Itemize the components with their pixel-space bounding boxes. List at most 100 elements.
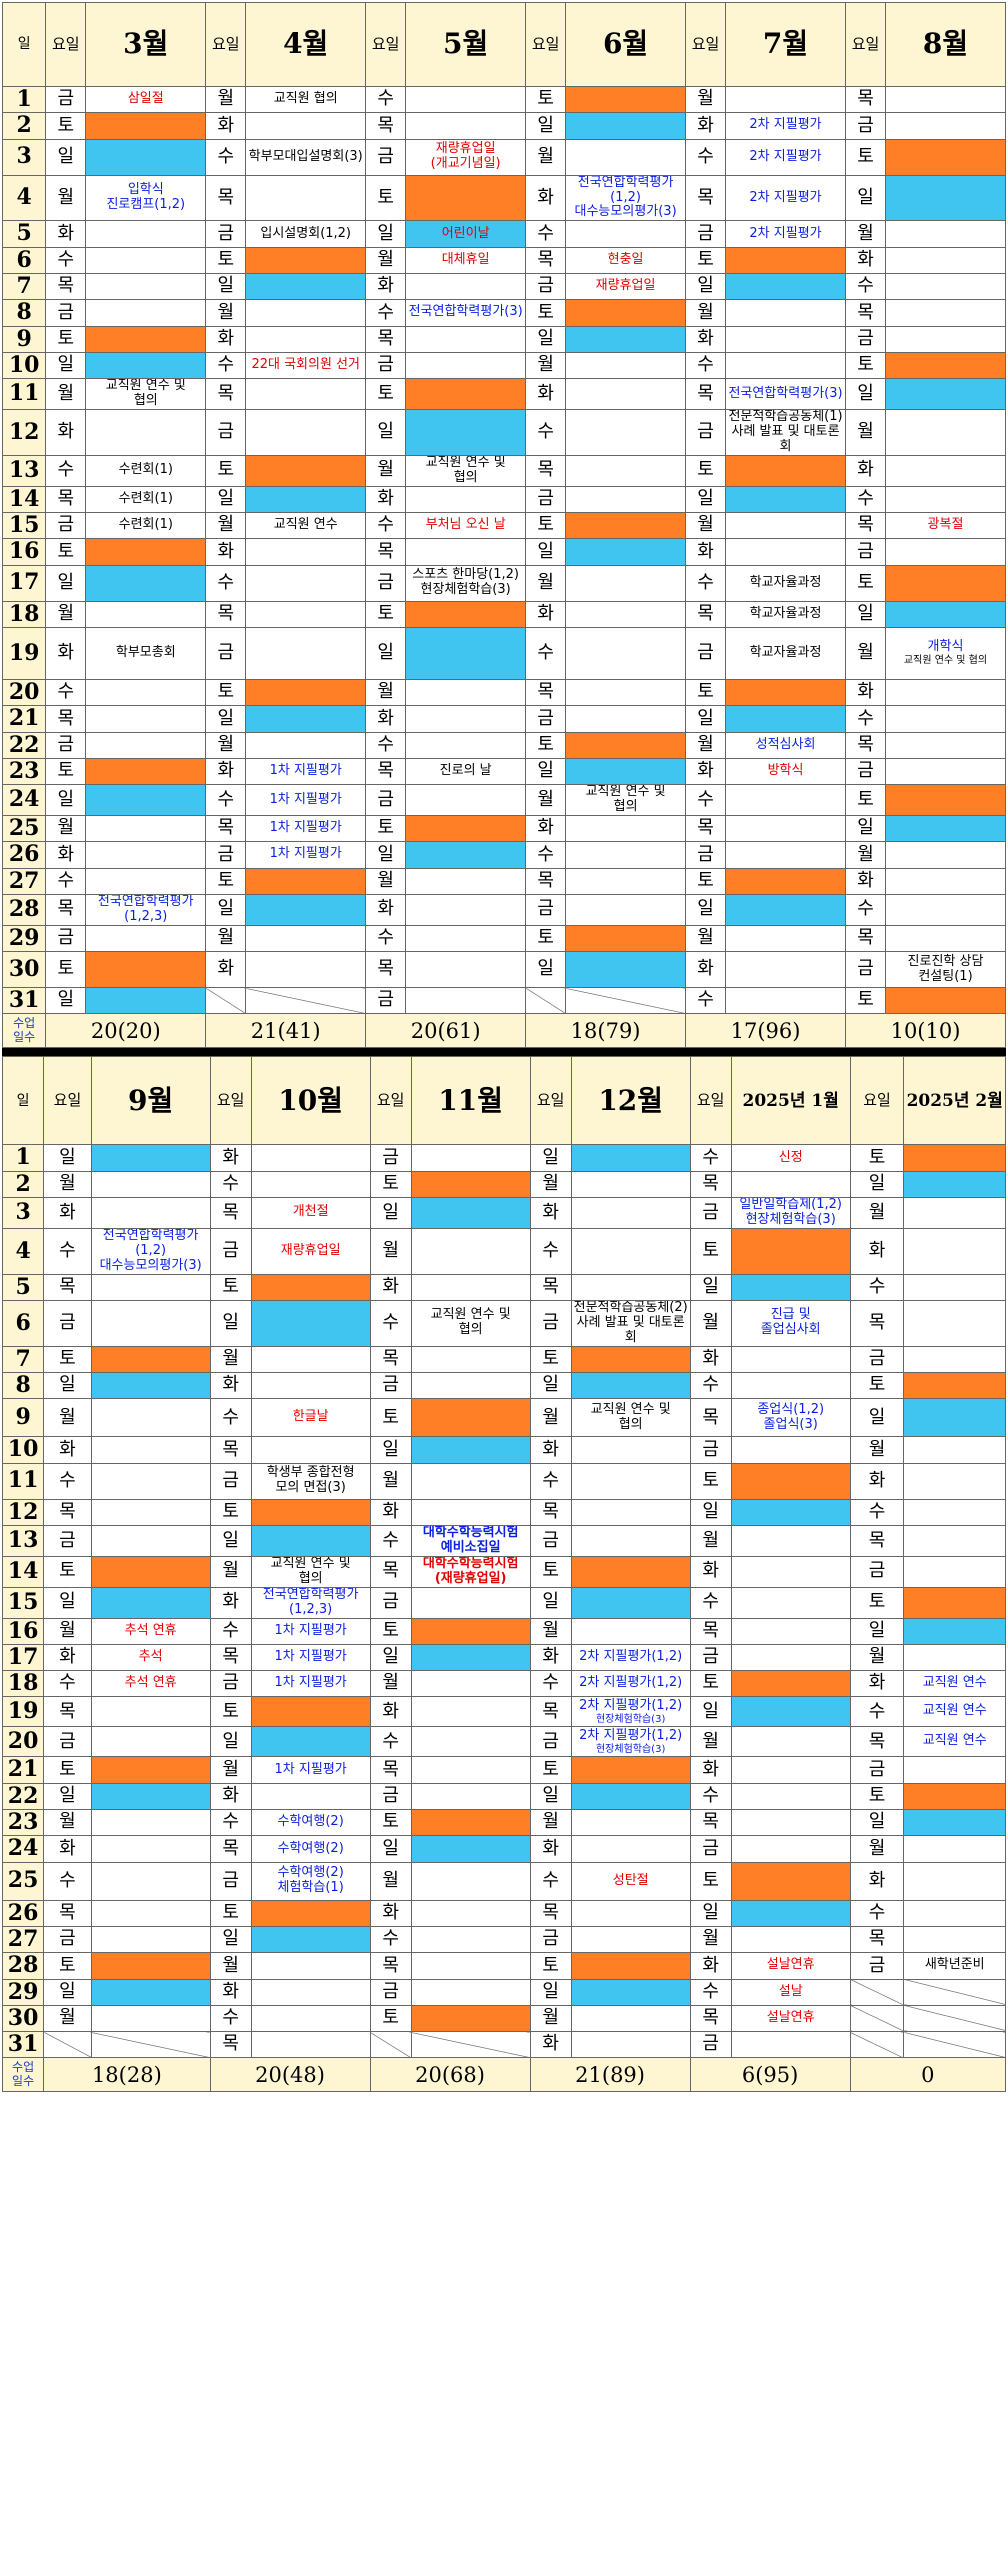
event-text: 전국연합학력평가(3) [408,304,523,320]
weekday-cell: 수 [529,1227,572,1275]
weekday-cell: 화 [529,1436,572,1464]
event-text: 진급 및 [770,1307,811,1323]
empty-day-cell [725,351,846,380]
weekday-cell: 일 [45,138,87,176]
empty-day-cell [85,138,207,176]
day-number: 17 [1,1643,45,1672]
weekday-cell: 수 [529,1861,572,1901]
empty-day-cell [405,784,527,816]
weekday-cell: 목 [689,1617,732,1645]
empty-day-cell [903,1345,1006,1374]
empty-day-cell [410,1462,531,1500]
weekday-cell: 월 [45,600,87,628]
weekday-cell: 토 [689,1670,732,1698]
weekday-cell: 수 [685,564,727,602]
month-header: 4월 [245,2,367,87]
empty-day-cell [903,1299,1006,1347]
weekday-cell: 수 [849,1899,905,1927]
empty-day-cell [565,814,687,843]
class-days-total: 17(96) [685,1013,846,1049]
empty-day-cell [85,731,207,759]
weekday-cell: 금 [369,1782,412,1811]
weekday-cell: 화 [849,1462,905,1500]
weekday-cell: 수 [849,1498,905,1526]
weekday-column-header: 요일 [365,2,407,87]
empty-day-cell [405,351,527,380]
empty-day-cell [405,841,527,869]
empty-day-cell [410,1756,531,1784]
weekday-cell: 화 [209,1144,252,1172]
weekday-cell: 목 [845,512,886,540]
event-text: 전국연합학력평가 [262,1587,359,1602]
weekday-cell: 토 [849,1372,905,1400]
empty-day-cell [90,1462,211,1500]
empty-day-cell [884,325,1007,353]
weekday-cell: 목 [685,378,727,411]
weekday-cell: 목 [525,867,567,895]
empty-day-cell [570,1586,691,1619]
day-number: 14 [1,1555,45,1588]
weekday-cell: 화 [205,325,247,353]
weekday-cell: 일 [689,1899,732,1927]
day-row: 24 일 수 1차 지필평가 금 월 교직원 연수 및 협의 수 토 [1,784,1007,816]
weekday-cell: 금 [365,987,407,1015]
empty-day-cell [730,1555,851,1588]
event-text: 2차 지필평가 [749,148,822,164]
empty-day-cell [725,814,846,843]
weekday-cell: 목 [43,1273,92,1301]
weekday-cell: 일 [43,1978,92,2006]
event-cell: 입시설명회(1,2) [245,220,367,248]
event-cell: 전문적학습공동체(2) 사례 발표 및 대토론회 [570,1299,691,1347]
empty-day-cell [730,1498,851,1526]
day-number: 29 [1,1978,45,2006]
event-cell: 개천절 [250,1196,371,1229]
event-cell: 교직원 연수 및 협의 [405,454,527,487]
event-cell: 학교자율과정 [725,600,846,628]
weekday-cell: 수 [209,2004,252,2033]
empty-day-cell [90,2004,211,2033]
event-cell: 22대 국회의원 선거 [245,351,367,380]
empty-event-cell [245,987,367,1015]
empty-day-cell [570,1835,691,1863]
weekday-cell: 토 [845,784,886,816]
weekday-column-header: 요일 [525,2,567,87]
day-row: 31 일 금 수 토 [1,987,1007,1015]
weekday-cell: 수 [205,138,247,176]
event-text: 교직원 연수 및 [585,784,666,800]
empty-day-cell [410,1952,531,1980]
weekday-cell: 금 [369,1372,412,1400]
empty-day-cell [570,1555,691,1588]
empty-day-cell [410,1925,531,1954]
event-cell: 교직원 연수 및 협의 [570,1398,691,1438]
event-cell: 진급 및 졸업심사회 [730,1299,851,1347]
calendar-table: 일 요일 3월 요일 4월 요일 5월 요일 6월 요일 7월 요일 8월 1 금 삼일절 월 교직원 협의 수 토 월… [1,2,1007,1049]
weekday-cell: 금 [689,1436,732,1464]
weekday-cell: 일 [529,1978,572,2006]
empty-day-cell [730,1643,851,1672]
empty-day-cell [405,893,527,926]
day-number: 10 [1,351,47,380]
weekday-cell: 토 [45,112,87,140]
empty-day-cell [405,924,527,953]
empty-day-cell [245,600,367,628]
day-number: 13 [1,1524,45,1557]
empty-day-cell [570,1144,691,1172]
day-number: 25 [1,814,47,843]
event-cell: 성적심사회 [725,731,846,759]
empty-day-cell [730,1899,851,1927]
weekday-column-header: 요일 [205,2,247,87]
calendar-block-second-half: 일 요일 9월 요일 10월 요일 11월 요일 12월 요일 2025년 1월 요일 2025년 2월… [1,1056,1007,2093]
day-row: 13 수 수련회(1) 토 월 교직원 연수 및 협의 목 토 화 [1,454,1007,487]
weekday-cell: 목 [209,1643,252,1672]
weekday-column-header: 요일 [369,1056,412,1146]
event-text: 신정 [778,1149,803,1165]
event-text: 대체휴일 [441,251,490,267]
empty-day-cell [884,174,1007,222]
day-number: 16 [1,1617,45,1645]
weekday-cell: 화 [205,538,247,566]
empty-day-cell [565,299,687,327]
empty-day-cell [245,409,367,456]
event-text: 협의 [298,1570,323,1586]
empty-day-cell [410,1726,531,1758]
